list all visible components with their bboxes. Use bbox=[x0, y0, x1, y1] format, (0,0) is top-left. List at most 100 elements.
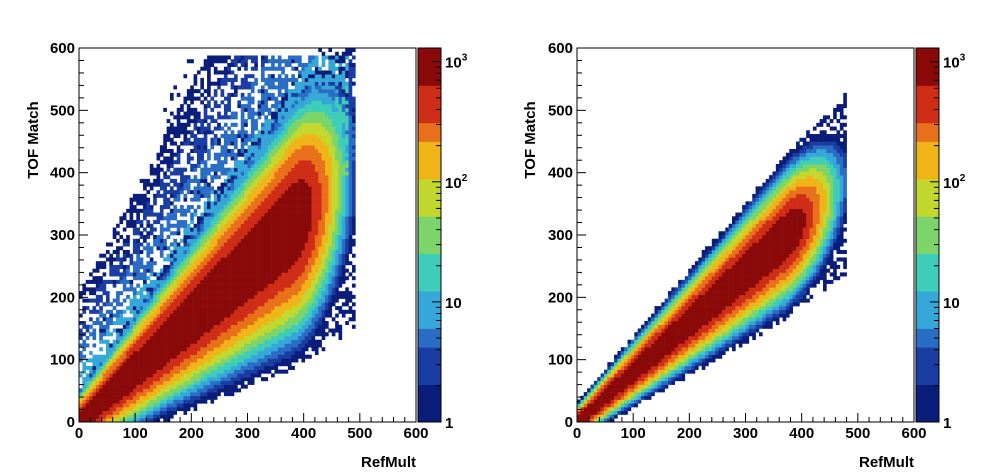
heat-cell bbox=[314, 321, 319, 326]
heat-cell bbox=[210, 350, 215, 355]
heat-cell bbox=[119, 354, 124, 359]
heat-cell bbox=[112, 358, 117, 363]
heat-cell bbox=[314, 141, 319, 146]
heat-cell bbox=[143, 343, 147, 348]
heat-cell bbox=[136, 249, 140, 254]
heat-cell bbox=[217, 70, 221, 75]
heat-cell bbox=[244, 302, 248, 307]
heat-cell bbox=[240, 175, 245, 180]
heat-cell bbox=[156, 212, 161, 217]
heat-cell bbox=[223, 249, 228, 254]
heat-cell bbox=[203, 201, 208, 206]
heat-cell bbox=[156, 399, 161, 404]
heat-cell bbox=[210, 362, 215, 367]
heat-cell bbox=[163, 148, 167, 154]
heat-cell bbox=[163, 190, 167, 195]
heat-cell bbox=[116, 377, 120, 382]
heat-cell bbox=[257, 321, 262, 326]
heat-cell bbox=[217, 343, 221, 348]
heat-cell bbox=[217, 223, 221, 228]
heat-cell bbox=[291, 347, 295, 352]
heat-cell bbox=[274, 197, 279, 202]
heat-cell bbox=[146, 313, 151, 318]
heat-cell bbox=[203, 126, 208, 131]
heat-cell bbox=[281, 279, 285, 284]
heat-cell bbox=[116, 257, 120, 262]
heat-cell bbox=[247, 365, 252, 370]
heat-cell bbox=[335, 134, 339, 139]
heat-cell bbox=[244, 377, 248, 382]
heat-cell bbox=[139, 306, 144, 311]
heat-cell bbox=[92, 395, 97, 400]
heat-cell bbox=[176, 126, 181, 131]
heat-cell bbox=[287, 62, 292, 67]
heat-cell bbox=[271, 111, 275, 116]
heat-cell bbox=[318, 163, 322, 168]
heat-cell bbox=[129, 220, 134, 225]
heat-cell bbox=[277, 220, 282, 225]
heat-cell bbox=[143, 309, 147, 314]
heat-cell bbox=[240, 126, 245, 131]
heat-cell bbox=[227, 212, 231, 217]
heat-cell bbox=[271, 261, 275, 266]
heat-cell bbox=[298, 261, 302, 266]
heat-cell bbox=[126, 279, 130, 284]
heat-cell bbox=[166, 268, 171, 273]
heat-cell bbox=[159, 313, 164, 318]
heat-cell bbox=[260, 182, 265, 187]
heat-cell bbox=[180, 257, 184, 262]
heat-cell bbox=[193, 89, 198, 94]
heat-cell bbox=[291, 74, 295, 79]
heat-cell bbox=[163, 141, 167, 146]
heat-cell bbox=[298, 186, 302, 191]
heat-cell bbox=[304, 148, 309, 154]
heat-cell bbox=[294, 242, 299, 247]
heat-cell bbox=[196, 141, 201, 146]
heat-cell bbox=[335, 171, 339, 176]
heat-cell bbox=[277, 92, 282, 97]
heat-cell bbox=[223, 190, 228, 195]
heat-cell bbox=[210, 283, 215, 288]
heat-cell bbox=[267, 197, 272, 202]
heat-cell bbox=[237, 175, 242, 180]
heat-cell bbox=[99, 309, 103, 314]
heat-cell bbox=[89, 373, 93, 378]
heat-cell bbox=[267, 283, 272, 288]
heat-cell bbox=[183, 287, 188, 292]
heat-cell bbox=[136, 414, 140, 419]
heat-cell bbox=[325, 92, 329, 97]
heat-cell bbox=[240, 96, 245, 101]
heat-cell bbox=[200, 257, 204, 262]
heat-cell bbox=[250, 126, 255, 131]
heat-cell bbox=[250, 186, 255, 191]
heat-cell bbox=[153, 354, 157, 359]
heat-cell bbox=[328, 48, 333, 53]
heat-cell bbox=[321, 302, 326, 307]
heat-cell bbox=[193, 328, 198, 333]
heat-cell bbox=[186, 298, 191, 303]
heat-cell bbox=[200, 216, 204, 221]
heat-cell bbox=[314, 156, 319, 161]
heat-cell bbox=[314, 317, 319, 322]
heat-cell bbox=[112, 339, 117, 344]
heat-cell bbox=[190, 261, 194, 266]
heat-cell bbox=[173, 223, 178, 228]
heat-cell bbox=[328, 249, 333, 254]
heat-cell bbox=[244, 354, 248, 359]
heat-cell bbox=[257, 350, 262, 355]
heat-cell bbox=[325, 96, 329, 101]
heat-cell bbox=[325, 268, 329, 273]
heat-cell bbox=[149, 354, 154, 359]
heat-cell bbox=[79, 414, 83, 419]
heat-cell bbox=[217, 238, 221, 243]
heat-cell bbox=[159, 238, 164, 243]
heat-cell bbox=[156, 272, 161, 277]
heat-cell bbox=[304, 134, 309, 139]
heat-cell bbox=[156, 182, 161, 187]
heat-cell bbox=[92, 418, 97, 423]
heat-cell bbox=[146, 309, 151, 314]
heat-cell bbox=[143, 235, 147, 240]
heat-cell bbox=[116, 291, 120, 296]
heat-cell bbox=[143, 335, 147, 341]
heat-cell bbox=[314, 74, 319, 79]
